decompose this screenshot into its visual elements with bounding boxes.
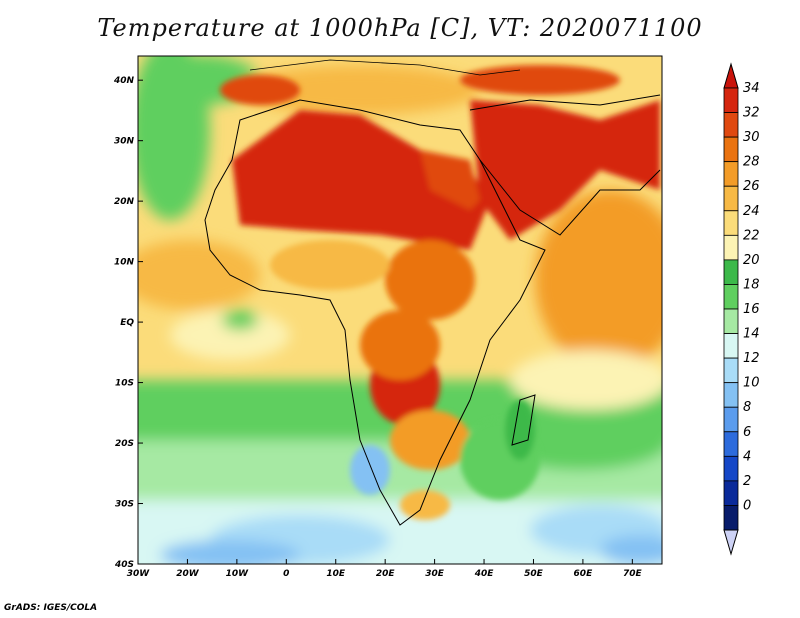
colorbar-swatch [723,259,739,285]
colorbar-swatch [723,308,739,334]
map-title: Temperature at 1000hPa [C], VT: 20200711… [97,14,703,42]
lat-tick-label: 30N [114,137,135,147]
colorbar-level-label: 0 [743,498,751,513]
colorbar-level-label: 10 [743,376,760,391]
lon-tick-label: 10E [326,569,346,579]
lat-tick-label: 20S [115,439,134,449]
colorbar-swatch [723,480,739,506]
colorbar-level-label: 18 [743,277,760,292]
colorbar-swatch [723,455,739,482]
map-frame [137,55,663,565]
colorbar-level-label: 20 [743,253,760,268]
temperature-field [138,56,662,564]
colorbar-swatch [723,210,739,236]
lat-tick-label: 30S [115,500,134,510]
lon-tick-label: 40E [474,569,495,579]
colorbar-swatch [723,87,739,113]
lat-tick-label: 20N [114,197,135,207]
colorbar-swatch [723,382,739,408]
colorbar-swatch [723,185,739,212]
longitude-axis: 30W 20W 10W 0 10E 20E 30E 40E 50E 60E 70E [127,559,643,579]
colorbar-level-label: 12 [743,351,760,366]
colorbar-swatch [723,505,739,531]
colorbar-level-label: 28 [743,155,760,170]
lon-tick-label: 0 [283,569,289,579]
lat-tick-label: 40S [114,560,134,570]
colorbar-level-label: 22 [743,228,760,243]
colorbar-swatch [723,284,739,310]
colorbar-swatch [723,234,739,261]
lon-tick-label: 50E [524,569,544,579]
colorbar-swatch [723,333,739,359]
colorbar-level-label: 6 [743,425,751,440]
lat-tick-label: 10S [115,379,134,389]
latitude-axis: 40N 30N 20N 10N EQ 10S 20S 30S 40S [113,76,143,570]
colorbar-top-arrow [723,62,739,89]
lon-tick-label: 10W [226,569,250,579]
lat-tick-label: 40N [113,76,135,86]
colorbar-swatch [723,431,739,457]
credit-label: GrADS: IGES/COLA [4,603,98,613]
lon-tick-label: 70E [623,569,643,579]
lat-tick-label: EQ [120,318,134,328]
colorbar-swatch [723,406,739,433]
colorbar-level-label: 14 [743,327,760,342]
lon-tick-label: 30W [127,569,151,579]
colorbar-level-label: 24 [743,204,760,219]
lat-tick-label: 10N [114,258,135,268]
colorbar-swatch [723,161,739,187]
colorbar-level-label: 32 [743,106,760,121]
lon-tick-label: 30E [425,569,445,579]
colorbar-level-label: 4 [743,449,751,464]
colorbar-swatch [723,112,739,138]
colorbar-swatch [723,136,739,163]
colorbar-level-label: 16 [743,302,760,317]
colorbar-level-label: 8 [743,400,751,415]
colorbar-swatch [723,357,739,384]
lon-tick-label: 20E [376,569,396,579]
colorbar-level-label: 34 [743,81,760,96]
colorbar-level-label: 2 [743,474,751,489]
lon-tick-label: 60E [574,569,594,579]
colorbar-level-label: 26 [743,179,760,194]
lon-tick-label: 20W [176,569,200,579]
colorbar-bottom-arrow [723,529,739,556]
colorbar-level-label: 30 [743,130,760,145]
